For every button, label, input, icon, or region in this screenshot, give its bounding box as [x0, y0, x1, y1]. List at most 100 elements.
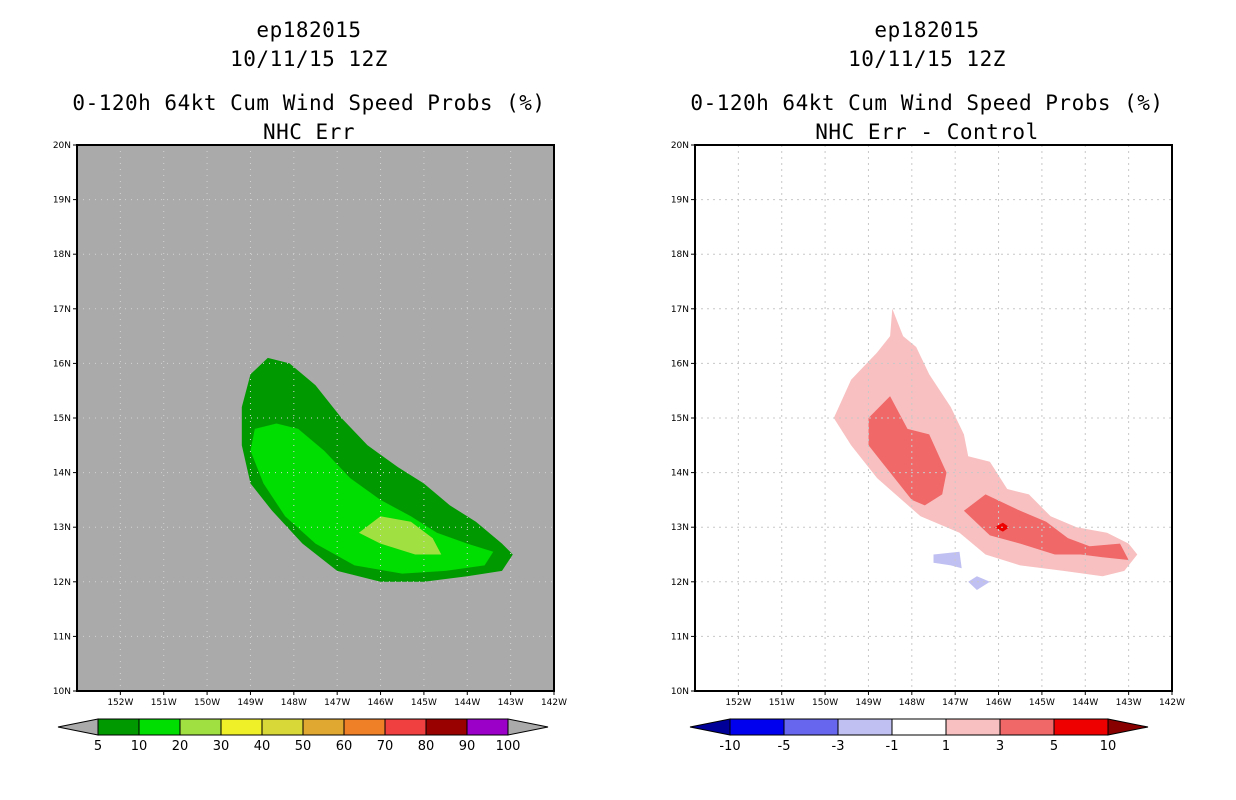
right-title-datetime: 10/11/15 12Z — [848, 47, 1006, 71]
left-map-plot: 152W 151W 150W 149W 148W 147W 146W 145W 144W 143W… — [53, 141, 567, 754]
left-x-tick-label: 152W — [107, 698, 133, 708]
left-colorbar-label: 5 — [94, 739, 102, 754]
right-x-tick-label: 145W — [1029, 698, 1055, 708]
right-x-tick-label: 143W — [1116, 698, 1142, 708]
right-title-storm: ep182015 — [874, 18, 980, 42]
right-y-tick-label: 16N — [671, 359, 689, 369]
right-x-tick-label: 152W — [725, 698, 751, 708]
left-x-tick-label: 149W — [237, 698, 263, 708]
left-colorbar-label: 80 — [418, 739, 435, 754]
right-map-plot: 152W 151W 150W 149W 148W 147W 146W 145W 144W 143W… — [671, 141, 1185, 754]
right-colorbar-label: 10 — [1100, 739, 1117, 754]
left-colorbar-cell — [425, 718, 468, 736]
left-y-tick-label: 19N — [53, 196, 71, 206]
left-colorbar-label: 50 — [295, 739, 312, 754]
left-title-product: 0-120h 64kt Cum Wind Speed Probs (%) — [72, 91, 546, 115]
left-y-tick-label: 12N — [53, 578, 71, 588]
right-colorbar-cell — [945, 718, 1001, 736]
right-colorbar-label: 3 — [996, 739, 1004, 754]
left-colorbar-label: 70 — [377, 739, 394, 754]
left-colorbar-cell — [302, 718, 345, 736]
right-colorbar-label: -10 — [719, 739, 740, 754]
left-y-tick-label: 20N — [53, 141, 71, 151]
right-colorbar-label: -5 — [778, 739, 791, 754]
right-x-tick-label: 144W — [1072, 698, 1098, 708]
left-y-tick-label: 17N — [53, 305, 71, 315]
left-y-tick-label: 10N — [53, 687, 71, 697]
right-x-tick-label: 149W — [855, 698, 881, 708]
left-colorbar-label: 30 — [213, 739, 230, 754]
right-contour-1-3 — [833, 308, 1138, 577]
left-title-storm: ep182015 — [256, 18, 362, 42]
left-colorbar-label: 90 — [459, 739, 476, 754]
right-colorbar-under-arrow — [689, 718, 731, 736]
right-y-tick-label: 20N — [671, 141, 689, 151]
left-colorbar-under-arrow — [57, 718, 99, 736]
right-y-tick-label: 12N — [671, 578, 689, 588]
left-x-tick-label: 146W — [368, 698, 394, 708]
right-y-tick-label: 10N — [671, 687, 689, 697]
right-x-tick-label: 148W — [899, 698, 925, 708]
left-title-datetime: 10/11/15 12Z — [230, 47, 388, 71]
left-y-tick-label: 16N — [53, 359, 71, 369]
left-colorbar-cell — [261, 718, 304, 736]
right-colorbar-label: -1 — [886, 739, 899, 754]
right-colorbar-label: -3 — [832, 739, 845, 754]
right-contour-3-5 — [963, 494, 1129, 560]
left-y-tick-label: 14N — [53, 469, 71, 479]
left-x-tick-label: 145W — [411, 698, 437, 708]
left-contour-20-30 — [358, 516, 442, 555]
left-x-tick-label: 142W — [541, 698, 567, 708]
right-title-subtitle: NHC Err - Control — [815, 120, 1039, 144]
right-x-tick-label: 150W — [812, 698, 838, 708]
left-colorbar-cell — [343, 718, 386, 736]
left-x-tick-label: 143W — [498, 698, 524, 708]
right-colorbar-cell — [783, 718, 839, 736]
left-x-tick-label: 150W — [194, 698, 220, 708]
right-y-tick-label: 18N — [671, 250, 689, 260]
left-colorbar-cell — [97, 718, 140, 736]
right-contour--3to-1 — [968, 576, 990, 590]
right-colorbar-over-arrow — [1107, 718, 1149, 736]
right-contour-3-5 — [868, 396, 947, 506]
left-colorbar-label: 10 — [131, 739, 148, 754]
left-colorbar-cell — [384, 718, 427, 736]
right-x-tick-label: 142W — [1159, 698, 1185, 708]
right-x-tick-label: 147W — [942, 698, 968, 708]
right-x-tick-label: 151W — [769, 698, 795, 708]
left-y-tick-label: 13N — [53, 523, 71, 533]
right-y-tick-label: 19N — [671, 196, 689, 206]
left-x-tick-label: 151W — [151, 698, 177, 708]
left-colorbar-cell — [220, 718, 263, 736]
right-contour--3to-1 — [933, 551, 962, 569]
right-y-tick-label: 13N — [671, 523, 689, 533]
left-colorbar-label: 100 — [496, 739, 521, 754]
left-colorbar-label: 40 — [254, 739, 271, 754]
right-colorbar-label: 1 — [942, 739, 950, 754]
left-colorbar-over-arrow — [507, 718, 549, 736]
left-x-tick-label: 147W — [324, 698, 350, 708]
right-y-tick-label: 14N — [671, 469, 689, 479]
left-colorbar-label: 20 — [172, 739, 189, 754]
left-y-tick-label: 15N — [53, 414, 71, 424]
right-colorbar-label: 5 — [1050, 739, 1058, 754]
left-x-tick-label: 148W — [281, 698, 307, 708]
right-title-product: 0-120h 64kt Cum Wind Speed Probs (%) — [690, 91, 1164, 115]
left-colorbar-cell — [179, 718, 222, 736]
left-title-subtitle: NHC Err — [262, 120, 355, 144]
left-chart-panel: ep182015 10/11/15 12Z 0-120h 64kt Cum Wi… — [53, 18, 567, 754]
right-x-tick-label: 146W — [986, 698, 1012, 708]
left-colorbar-label: 60 — [336, 739, 353, 754]
left-contour-10-20 — [250, 423, 494, 574]
right-colorbar-cell — [729, 718, 785, 736]
left-x-tick-label: 144W — [454, 698, 480, 708]
right-y-tick-label: 17N — [671, 305, 689, 315]
right-chart-panel: ep182015 10/11/15 12Z 0-120h 64kt Cum Wi… — [618, 0, 1236, 800]
left-y-tick-label: 18N — [53, 250, 71, 260]
left-y-tick-label: 11N — [53, 632, 71, 642]
right-colorbar-cell — [1053, 718, 1109, 736]
right-y-tick-label: 11N — [671, 632, 689, 642]
right-y-tick-label: 15N — [671, 414, 689, 424]
right-colorbar-cell — [837, 718, 893, 736]
left-colorbar-cell — [138, 718, 181, 736]
